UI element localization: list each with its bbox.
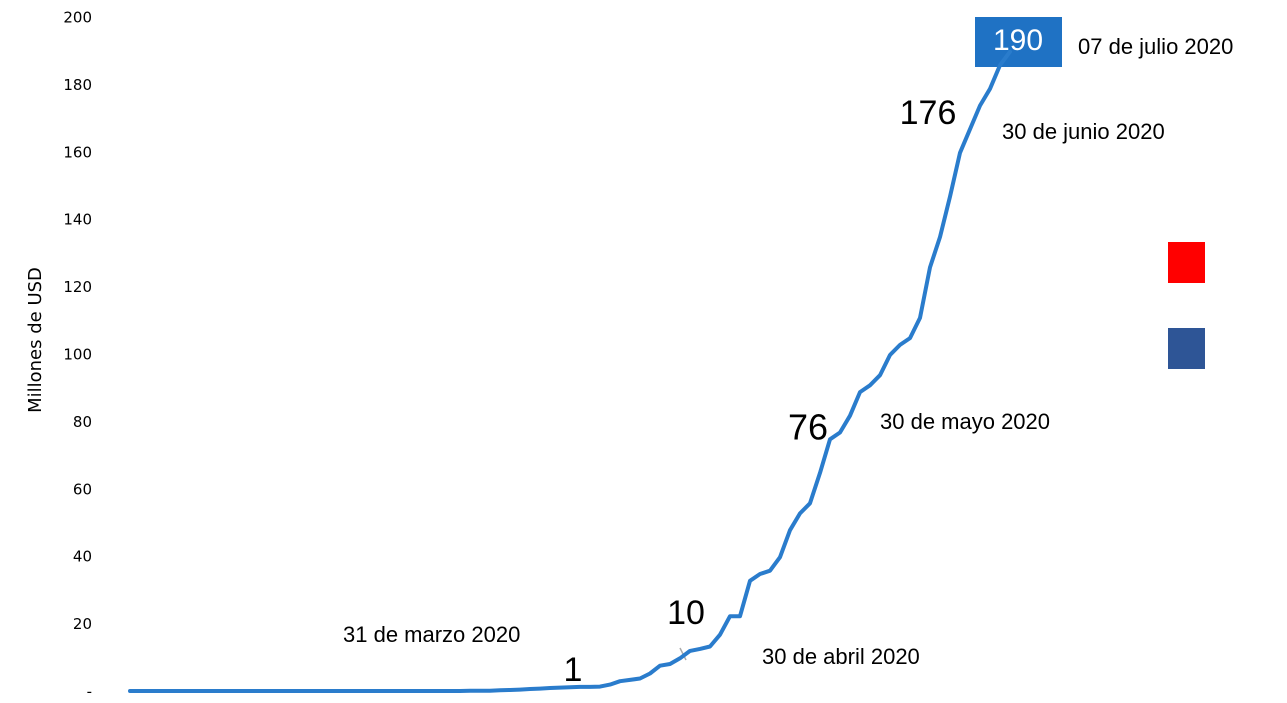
y-axis-label: Millones de USD [25, 267, 46, 413]
annotation: 31 de marzo 2020 [343, 622, 520, 647]
y-tick-label: 120 [63, 278, 92, 296]
y-tick-label: 140 [63, 211, 92, 229]
y-tick-label: 80 [73, 413, 92, 431]
legend-swatch [1168, 242, 1205, 283]
y-tick-label: 20 [73, 615, 92, 633]
y-tick-label: 100 [63, 346, 92, 364]
annotation: 10 [667, 594, 705, 632]
annotation: 30 de mayo 2020 [880, 409, 1050, 434]
annotation: 76 [788, 407, 828, 448]
annotation: 1 [564, 651, 583, 689]
annotation: 30 de abril 2020 [762, 644, 920, 669]
y-tick-label: 60 [73, 480, 92, 498]
y-tick-label: - [87, 683, 92, 701]
y-tick-label: 200 [63, 9, 92, 27]
y-tick-label: 180 [63, 76, 92, 94]
legend-swatch [1168, 328, 1205, 369]
label-box [975, 17, 1062, 67]
annotation: 176 [900, 94, 957, 132]
annotation: 30 de junio 2020 [1002, 119, 1165, 144]
y-tick-label: 160 [63, 143, 92, 161]
annotation: 190 [993, 24, 1043, 57]
y-tick-label: 40 [73, 548, 92, 566]
line [128, 49, 1012, 693]
annotation: 07 de julio 2020 [1078, 34, 1233, 59]
